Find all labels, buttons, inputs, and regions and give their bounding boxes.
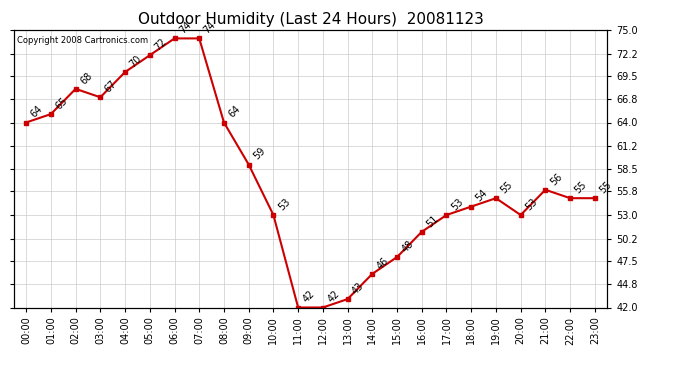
Title: Outdoor Humidity (Last 24 Hours)  20081123: Outdoor Humidity (Last 24 Hours) 2008112…: [137, 12, 484, 27]
Text: 67: 67: [103, 79, 119, 94]
Text: 55: 55: [573, 180, 589, 195]
Text: 43: 43: [351, 280, 366, 296]
Text: 53: 53: [449, 196, 465, 212]
Text: 72: 72: [152, 36, 168, 52]
Text: 55: 55: [598, 180, 613, 195]
Text: 70: 70: [128, 54, 144, 69]
Text: 68: 68: [79, 70, 94, 86]
Text: 56: 56: [548, 171, 564, 187]
Text: 64: 64: [29, 104, 45, 120]
Text: 46: 46: [375, 255, 391, 271]
Text: 65: 65: [54, 96, 70, 111]
Text: 74: 74: [177, 20, 193, 36]
Text: 53: 53: [524, 196, 540, 212]
Text: 51: 51: [424, 213, 440, 229]
Text: 64: 64: [227, 104, 242, 120]
Text: 55: 55: [499, 180, 515, 195]
Text: 54: 54: [474, 188, 490, 204]
Text: 53: 53: [276, 196, 292, 212]
Text: 48: 48: [400, 238, 415, 254]
Text: 74: 74: [202, 20, 218, 36]
Text: 42: 42: [301, 289, 317, 305]
Text: 59: 59: [251, 146, 267, 162]
Text: 42: 42: [326, 289, 342, 305]
Text: Copyright 2008 Cartronics.com: Copyright 2008 Cartronics.com: [17, 36, 148, 45]
